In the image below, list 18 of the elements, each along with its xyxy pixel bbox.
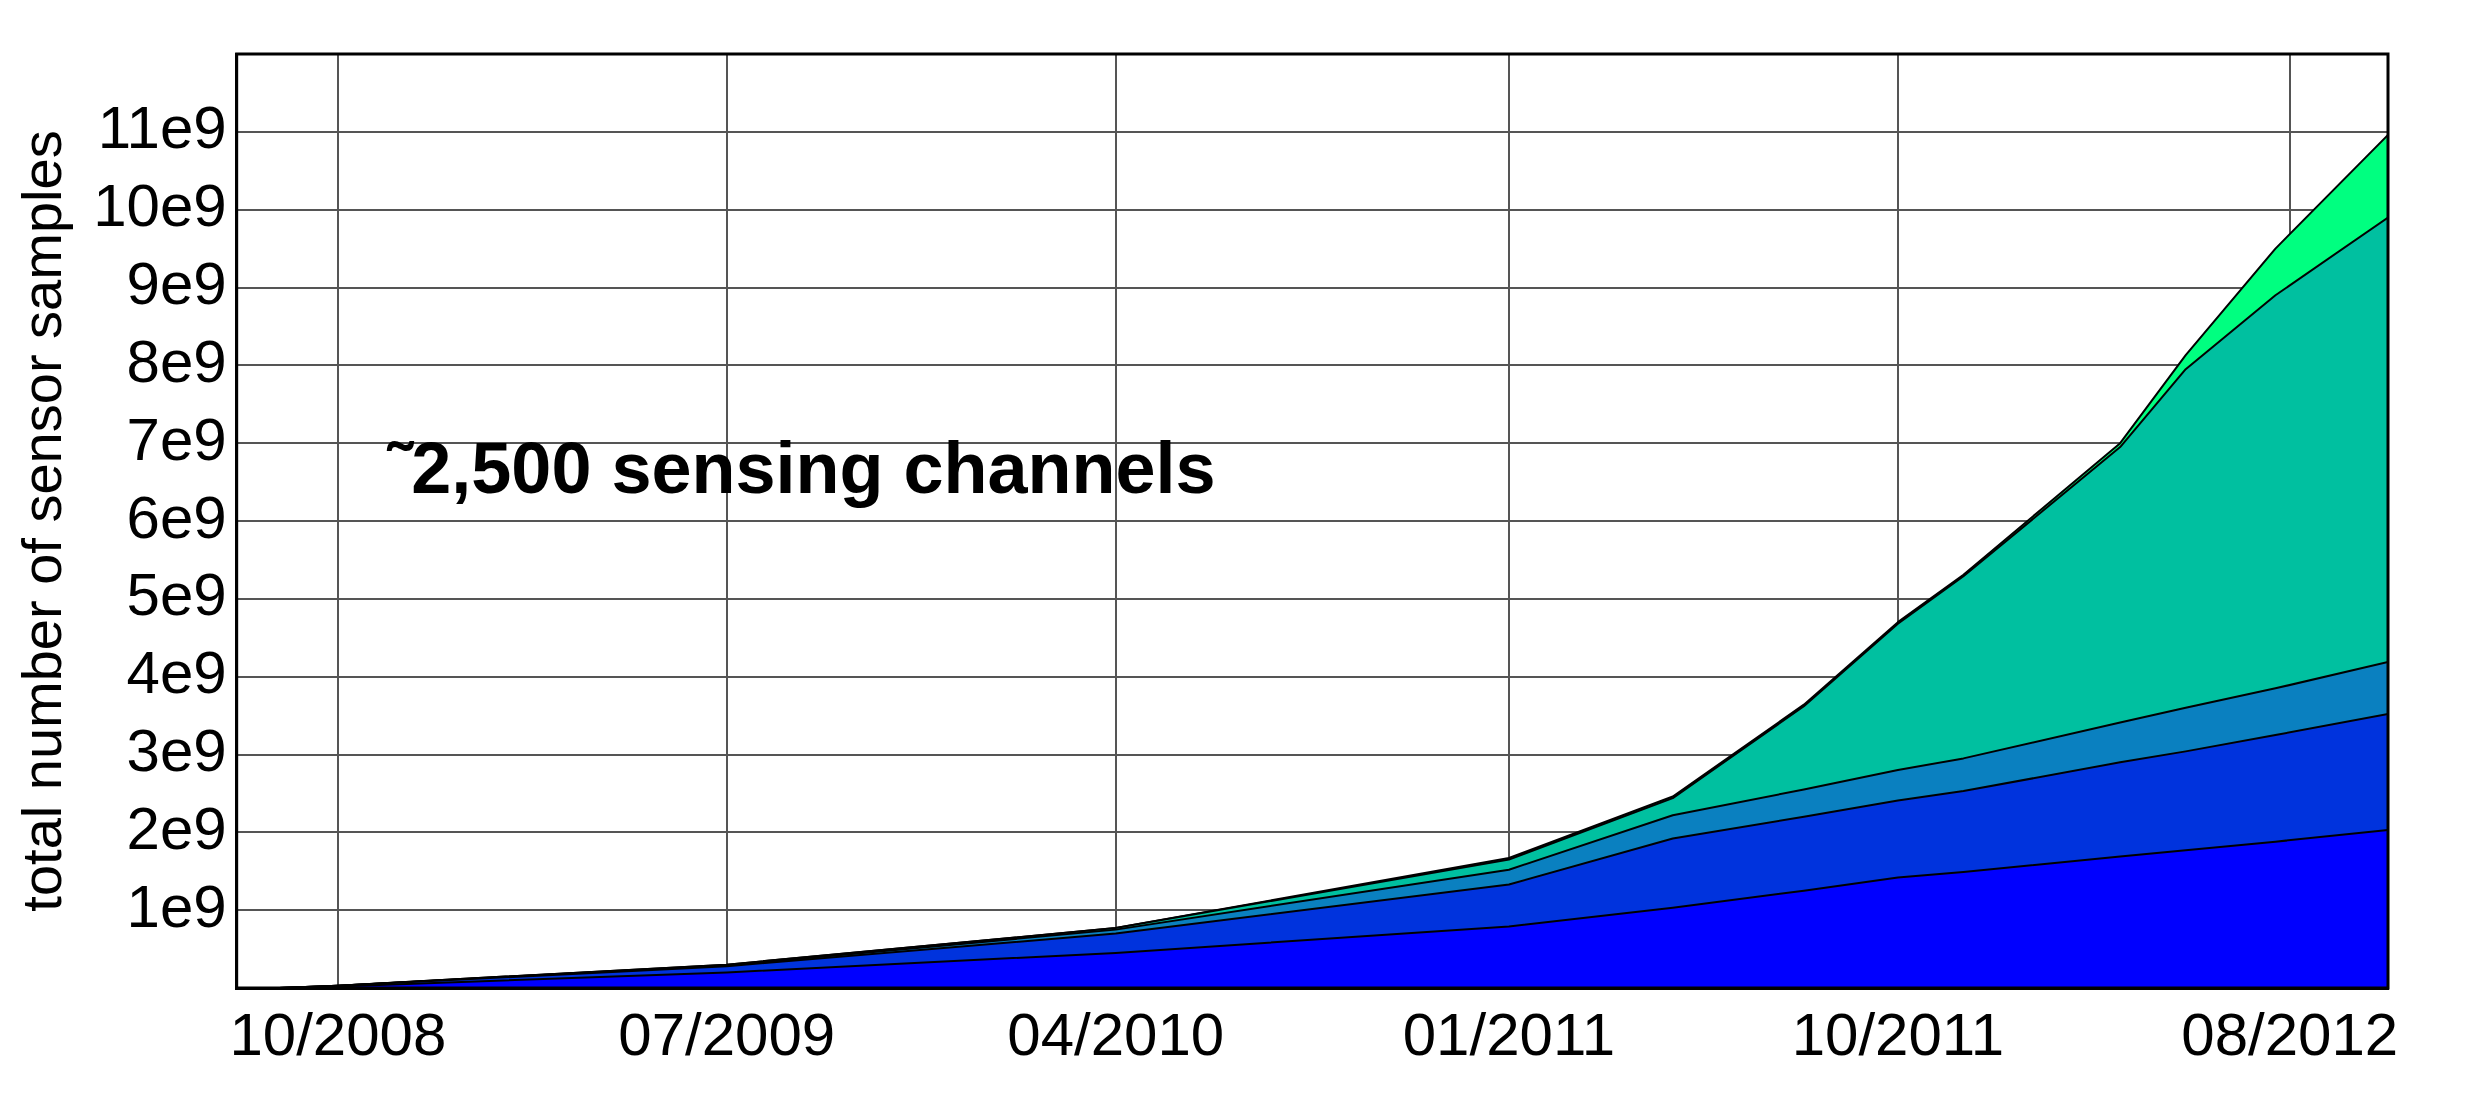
y-tick-label: 4e9 (126, 639, 227, 707)
y-tick-label: 7e9 (126, 405, 227, 473)
x-tick-label: 01/2011 (1402, 1000, 1616, 1068)
x-tick-label: 07/2009 (618, 1000, 836, 1068)
x-tick-label: 10/2011 (1791, 1000, 2005, 1068)
x-tick-label: 10/2008 (229, 1000, 447, 1068)
y-tick-label: 3e9 (126, 717, 227, 785)
y-tick-label: 5e9 (126, 561, 227, 629)
x-tick-label: 08/2012 (2181, 1000, 2399, 1068)
y-tick-label: 9e9 (126, 250, 227, 318)
y-tick-label: 11e9 (97, 94, 227, 162)
y-tick-label: 1e9 (126, 872, 227, 940)
y-tick-label: 2e9 (126, 794, 227, 862)
x-tick-label: 04/2010 (1007, 1000, 1225, 1068)
y-tick-label: 10e9 (93, 172, 227, 240)
y-tick-label: 6e9 (126, 483, 227, 551)
y-axis-title: total number of sensor samples (10, 130, 74, 912)
y-tick-label: 8e9 (126, 327, 227, 395)
